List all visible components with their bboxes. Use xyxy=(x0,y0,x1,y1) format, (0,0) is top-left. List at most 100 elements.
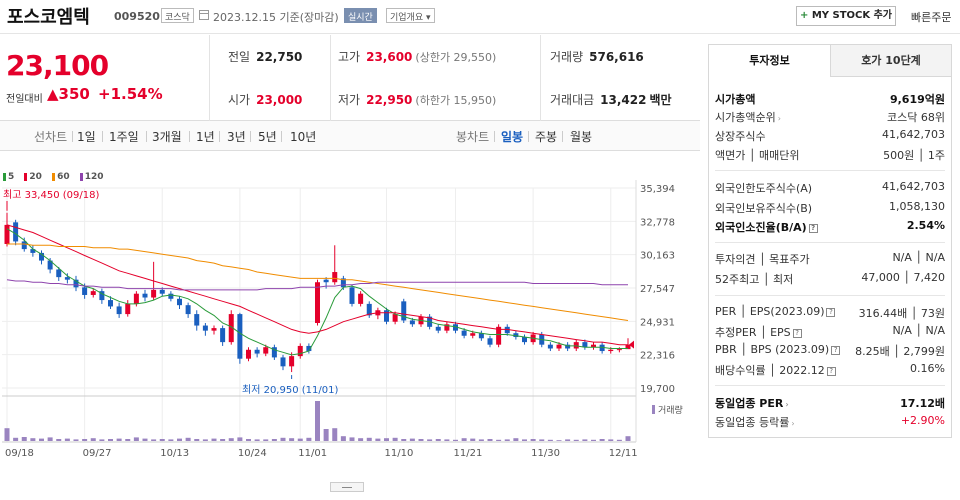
candle-body xyxy=(90,291,96,295)
tab-daily[interactable]: 일봉 xyxy=(501,130,524,144)
x-tick-label: 11/30 xyxy=(531,448,560,459)
candle-body xyxy=(478,333,484,339)
legend-label: 120 xyxy=(84,172,104,182)
x-tick-label: 09/27 xyxy=(83,448,112,459)
help-icon[interactable]: ? xyxy=(826,366,836,376)
volume-legend-label: 거래량 xyxy=(658,404,683,416)
realtime-button[interactable]: 실시간 xyxy=(344,8,377,23)
divider xyxy=(102,131,103,142)
row-value: +2.90% xyxy=(900,414,945,427)
tab-monthly[interactable]: 월봉 xyxy=(570,130,593,144)
x-tick-label: 11/01 xyxy=(298,448,327,459)
volume-bar xyxy=(461,438,467,441)
tab-3month[interactable]: 3개월 xyxy=(152,130,182,144)
volume-bar xyxy=(401,439,407,441)
current-price: 23,100 xyxy=(6,49,109,82)
x-tick-label: 11/21 xyxy=(454,448,483,459)
volume-bar xyxy=(90,438,96,441)
tab-1day[interactable]: 1일 xyxy=(77,130,96,144)
candle-body xyxy=(47,260,53,270)
volume-bar xyxy=(315,401,320,441)
volume-bar xyxy=(237,437,243,441)
chevron-right-icon: › xyxy=(777,114,781,123)
foreign-holdings-row: 외국인보유주식수(B) 1,058,130 xyxy=(715,200,945,218)
volume-legend-swatch xyxy=(652,405,655,414)
volume-bar xyxy=(177,438,182,441)
target-price-row: 투자의견 │ 목표주가 N/A │ N/A xyxy=(715,251,945,269)
candle-body xyxy=(64,277,70,280)
estimated-per-row: 추정PER │ EPS? N/A │ N/A xyxy=(715,324,945,342)
volume-bar xyxy=(99,439,105,441)
divider xyxy=(715,385,945,386)
tab-weekly[interactable]: 주봉 xyxy=(535,130,558,144)
ma-legend: 5 20 60 120 xyxy=(3,172,111,182)
candle-body xyxy=(151,289,157,298)
candle-body xyxy=(340,278,346,288)
help-icon[interactable]: ? xyxy=(826,307,836,317)
row-value: 316.44배 │ 73원 xyxy=(858,307,945,320)
chart-scroll-handle[interactable] xyxy=(330,482,364,492)
change-value: ▲350 xyxy=(47,85,90,103)
volume-bar xyxy=(4,428,10,441)
help-icon[interactable]: ? xyxy=(808,223,818,233)
volume-bar xyxy=(202,439,208,441)
volume-value: 576,616 xyxy=(589,50,644,64)
volume-bar xyxy=(625,436,631,441)
price-chart[interactable]: 35,394 32,778 30,163 27,547 24,931 22,316 19,7… xyxy=(0,152,700,500)
volume-bar xyxy=(142,438,148,441)
line-chart-label[interactable]: 선차트 xyxy=(34,130,68,144)
tab-10year[interactable]: 10년 xyxy=(290,130,317,144)
add-my-stock-button[interactable]: + MY STOCK 추가 xyxy=(796,6,896,26)
row-label: 외국인소진율(B/A)? xyxy=(715,219,818,235)
candle-body xyxy=(573,342,579,349)
quick-order-link[interactable]: 빠른주문 xyxy=(911,11,952,24)
current-price-marker xyxy=(629,340,634,349)
volume-bar xyxy=(487,439,493,441)
legend-label: 20 xyxy=(29,172,42,182)
candlestick-chart[interactable]: 35,394 32,778 30,163 27,547 24,931 22,316 19,7… xyxy=(0,152,700,500)
legend-label: 5 xyxy=(8,172,15,182)
volume-bar xyxy=(582,439,588,441)
listed-shares-row: 상장주식수 41,642,703 xyxy=(715,128,945,146)
candle-body xyxy=(39,252,44,261)
low-label: 저가 xyxy=(338,93,361,107)
volume-bar xyxy=(185,437,191,441)
volume-bar xyxy=(349,437,355,441)
investment-info-panel: 투자정보 호가 10단계 시가총액 9,619억원 시가총액순위 › 코스닥 68위 … xyxy=(708,44,952,438)
company-overview-dropdown[interactable]: 기업개요 ▾ xyxy=(386,8,435,23)
ma20-legend: 20 xyxy=(24,172,42,182)
candle-chart-label[interactable]: 봉차트 xyxy=(456,130,490,144)
volume-bar xyxy=(435,439,441,441)
candle-body xyxy=(625,344,631,350)
volume-bar xyxy=(246,439,251,441)
y-tick-label: 32,778 xyxy=(640,217,675,228)
tab-1year[interactable]: 1년 xyxy=(196,130,215,144)
row-label-text: 시가총액순위 xyxy=(715,111,776,124)
candle-body xyxy=(185,305,191,315)
x-tick-label: 10/24 xyxy=(238,448,267,459)
volume-bar xyxy=(254,439,260,441)
tab-1week[interactable]: 1주일 xyxy=(109,130,139,144)
help-icon[interactable]: ? xyxy=(792,328,802,338)
row-value: 500원 │ 1주 xyxy=(883,149,945,162)
row-label: PER │ EPS(2023.09)? xyxy=(715,305,836,318)
tab-3year[interactable]: 3년 xyxy=(227,130,246,144)
tab-investment-info[interactable]: 투자정보 xyxy=(709,45,830,77)
tab-5year[interactable]: 5년 xyxy=(258,130,277,144)
upper-limit: (상한가 29,550) xyxy=(415,51,497,64)
prev-close: 전일 22,750 xyxy=(228,48,302,65)
candle-body xyxy=(435,326,441,331)
volume-bar xyxy=(332,428,338,441)
row-value: 47,000 │ 7,420 xyxy=(861,271,945,284)
help-icon[interactable]: ? xyxy=(831,345,841,355)
candle-body xyxy=(599,344,605,352)
candle-body xyxy=(13,222,19,242)
x-tick-label: 10/13 xyxy=(160,448,189,459)
open-price: 시가 23,000 xyxy=(228,91,302,108)
row-value: 41,642,703 xyxy=(882,180,945,193)
candle-body xyxy=(513,333,519,338)
row-label: 액면가 │ 매매단위 xyxy=(715,149,800,162)
candle-body xyxy=(366,303,372,316)
volume-bar xyxy=(159,439,165,441)
tab-orderbook-10[interactable]: 호가 10단계 xyxy=(830,45,951,77)
